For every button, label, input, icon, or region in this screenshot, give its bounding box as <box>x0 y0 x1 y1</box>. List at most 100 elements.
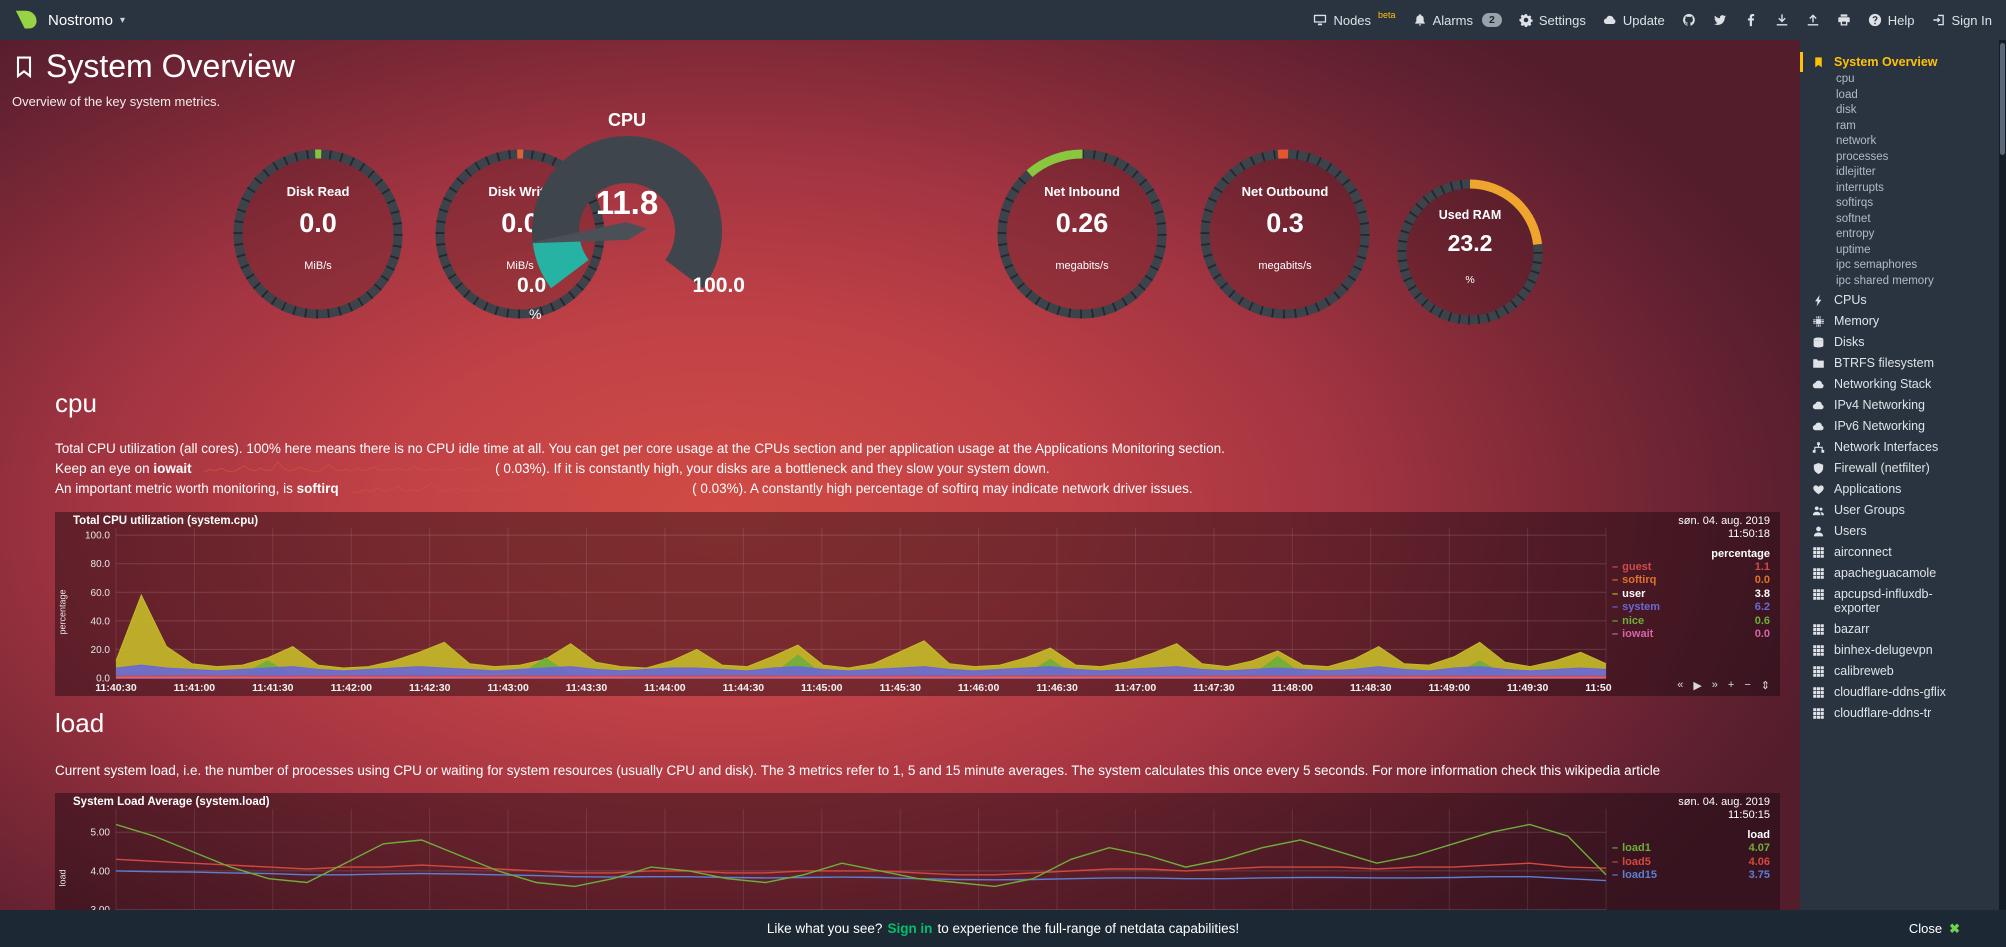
iowait-sparkline <box>203 459 483 479</box>
sidebar-item-entropy[interactable]: entropy <box>1800 227 1999 243</box>
svg-text:11:47:00: 11:47:00 <box>1115 682 1157 694</box>
sidebar-item-ipc-semaphores[interactable]: ipc semaphores <box>1800 258 1999 274</box>
scrollbar-thumb[interactable] <box>2000 43 2005 155</box>
sidebar-item-processes[interactable]: processes <box>1800 150 1999 166</box>
sidebar-item-softnet[interactable]: softnet <box>1800 212 1999 228</box>
play-button[interactable]: ▶ <box>1693 679 1702 692</box>
sidebar-item-system-overview[interactable]: System Overview <box>1800 52 1999 72</box>
svg-text:5.00: 5.00 <box>91 828 111 839</box>
sidebar-item-applications[interactable]: Applications <box>1800 478 1999 499</box>
gauge-ring <box>1199 148 1371 325</box>
alarms-button[interactable]: Alarms 2 <box>1413 13 1502 28</box>
sidebar-item-user-groups[interactable]: User Groups <box>1800 499 1999 520</box>
close-banner-button[interactable]: Close ✖ <box>1908 920 1960 937</box>
chart-time: 11:50:15 <box>1727 809 1770 821</box>
brand-area: Nostromo ▾ <box>14 9 125 31</box>
signin-link[interactable]: Sign in <box>887 921 933 936</box>
legend-item-system[interactable]: – system 6.2 <box>1612 601 1770 614</box>
sidebar-item-label: cloudflare-ddns-gflix <box>1834 684 1946 699</box>
signin-banner: Like what you see? Sign in to experience… <box>0 910 2006 947</box>
gauge-title: Disk Read <box>286 184 350 199</box>
chip-icon <box>1812 314 1826 328</box>
nodes-button[interactable]: Nodes beta <box>1313 10 1396 28</box>
sidebar-item-cloudflare-ddns-gflix[interactable]: cloudflare-ddns-gflix <box>1800 681 1999 702</box>
print-icon[interactable] <box>1837 13 1851 27</box>
update-button[interactable]: Update <box>1603 13 1665 28</box>
sidebar-item-bazarr[interactable]: bazarr <box>1800 618 1999 639</box>
gauge-net-outbound[interactable]: Net Outbound 0.3 megabits/s <box>1199 148 1371 320</box>
legend-item-iowait[interactable]: – iowait 0.0 <box>1612 628 1770 641</box>
chevron-down-icon: ▾ <box>120 14 126 26</box>
grid-icon <box>1812 664 1826 678</box>
sidebar-item-label: CPUs <box>1834 292 1867 307</box>
svg-text:11:40:30: 11:40:30 <box>95 682 137 694</box>
zoom-out-button[interactable]: − <box>1744 678 1751 691</box>
sidebar-item-apcupsd-influxdb-exporter[interactable]: apcupsd-influxdb-exporter <box>1800 583 1999 618</box>
legend-item-load5[interactable]: – load5 4.06 <box>1612 855 1770 868</box>
bookmark-icon <box>12 52 36 82</box>
svg-text:11:45:00: 11:45:00 <box>801 682 843 694</box>
sidebar-item-load[interactable]: load <box>1800 88 1999 104</box>
sidebar-item-ipv6-networking[interactable]: IPv6 Networking <box>1800 415 1999 436</box>
sidebar-item-label: IPv4 Networking <box>1834 397 1926 412</box>
sidebar-item-ram[interactable]: ram <box>1800 119 1999 135</box>
gauge-unit: MiB/s <box>304 260 332 272</box>
zoom-in-button[interactable]: + <box>1727 678 1735 691</box>
sidebar-item-btrfs-filesystem[interactable]: BTRFS filesystem <box>1800 352 1999 373</box>
sidebar-item-cpu[interactable]: cpu <box>1800 72 1999 88</box>
chart-plot-cpu[interactable]: 0.0 20.0 40.0 60.0 80.0 100.0 11:40:30 11:41:00… <box>70 527 1612 696</box>
netdata-logo[interactable] <box>14 9 38 31</box>
sidebar-item-network[interactable]: network <box>1800 134 1999 150</box>
github-icon[interactable] <box>1682 13 1696 27</box>
gauge-used-ram[interactable]: Used RAM 23.2 % <box>1396 178 1544 326</box>
sidebar-item-ipv4-networking[interactable]: IPv4 Networking <box>1800 394 1999 415</box>
pan-forward-button[interactable]: » <box>1711 678 1718 691</box>
sidebar-item-memory[interactable]: Memory <box>1800 310 1999 331</box>
chart-plot-load[interactable]: 3.004.005.00 <box>70 809 1612 947</box>
signin-button[interactable]: Sign In <box>1932 13 1992 28</box>
sidebar-item-label: Users <box>1834 523 1867 538</box>
svg-text:100.0: 100.0 <box>85 530 110 541</box>
sidebar-item-idlejitter[interactable]: idlejitter <box>1800 165 1999 181</box>
resize-button[interactable]: ⇕ <box>1760 679 1770 692</box>
legend-item-user[interactable]: – user 3.8 <box>1612 587 1770 600</box>
pan-backward-button[interactable]: « <box>1677 678 1684 691</box>
sidebar-item-network-interfaces[interactable]: Network Interfaces <box>1800 436 1999 457</box>
settings-button[interactable]: Settings <box>1519 13 1586 28</box>
chart-y-axis-label: percentage <box>57 589 68 635</box>
import-snapshot-icon[interactable] <box>1775 13 1789 27</box>
legend-item-load1[interactable]: – load1 4.07 <box>1612 842 1770 854</box>
sidebar-item-uptime[interactable]: uptime <box>1800 243 1999 259</box>
cloud-icon <box>1812 419 1826 433</box>
facebook-icon[interactable] <box>1744 13 1758 27</box>
sidebar-item-binhex-delugevpn[interactable]: binhex-delugevpn <box>1800 639 1999 660</box>
twitter-icon[interactable] <box>1713 13 1727 27</box>
gauge-disk-read[interactable]: Disk Read 0.0 MiB/s <box>232 148 404 320</box>
sidebar-item-airconnect[interactable]: airconnect <box>1800 541 1999 562</box>
bookmark-icon <box>1812 55 1826 69</box>
legend-item-softirq[interactable]: – softirq 0.0 <box>1612 574 1770 587</box>
sidebar-item-cloudflare-ddns-tr[interactable]: cloudflare-ddns-tr <box>1800 702 1999 723</box>
gauge-cpu[interactable]: CPU 11.8 0.0 100.0 % <box>487 110 767 340</box>
sidebar-item-interrupts[interactable]: interrupts <box>1800 181 1999 197</box>
gauge-net-inbound[interactable]: Net Inbound 0.26 megabits/s <box>996 148 1168 320</box>
sidebar-item-apacheguacamole[interactable]: apacheguacamole <box>1800 562 1999 583</box>
node-name: Nostromo <box>48 11 114 29</box>
svg-text:11:42:00: 11:42:00 <box>331 682 373 694</box>
sidebar-item-calibreweb[interactable]: calibreweb <box>1800 660 1999 681</box>
legend-item-load15[interactable]: – load15 3.75 <box>1612 869 1770 881</box>
sidebar-item-disks[interactable]: Disks <box>1800 331 1999 352</box>
sidebar-item-disk[interactable]: disk <box>1800 103 1999 119</box>
sidebar-item-ipc-shared-memory[interactable]: ipc shared memory <box>1800 274 1999 290</box>
legend-item-nice[interactable]: – nice 0.6 <box>1612 614 1770 627</box>
sidebar-item-firewall-netfilter-[interactable]: Firewall (netfilter) <box>1800 457 1999 478</box>
sidebar-item-users[interactable]: Users <box>1800 520 1999 541</box>
export-snapshot-icon[interactable] <box>1806 13 1820 27</box>
help-button[interactable]: Help <box>1868 13 1915 28</box>
scrollbar-track[interactable] <box>1999 40 2006 947</box>
legend-item-guest[interactable]: – guest 1.1 <box>1612 560 1770 573</box>
sidebar-item-networking-stack[interactable]: Networking Stack <box>1800 373 1999 394</box>
node-selector[interactable]: Nostromo ▾ <box>48 12 125 29</box>
sidebar-item-softirqs[interactable]: softirqs <box>1800 196 1999 212</box>
sidebar-item-cpus[interactable]: CPUs <box>1800 289 1999 310</box>
